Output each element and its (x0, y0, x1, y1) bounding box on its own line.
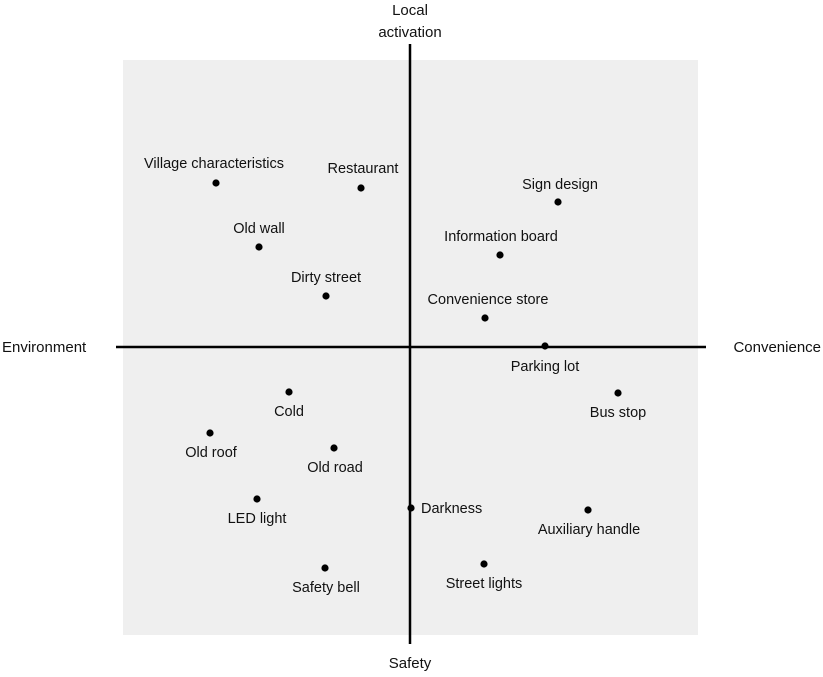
point-marker-village-characteristics (212, 179, 220, 187)
point-label-dirty-street: Dirty street (291, 270, 361, 286)
point-label-auxiliary-handle: Auxiliary handle (538, 522, 640, 538)
axis-label-bottom: Safety (389, 655, 432, 672)
points-layer: Village characteristics Restaurant Sign de… (144, 156, 646, 596)
point-information-board: Information board (444, 229, 558, 259)
point-label-sign-design: Sign design (522, 177, 598, 193)
point-label-led-light: LED light (228, 511, 287, 527)
point-marker-darkness (407, 504, 415, 512)
point-label-bus-stop: Bus stop (590, 405, 646, 421)
point-marker-bus-stop (614, 389, 622, 397)
point-label-street-lights: Street lights (446, 576, 523, 592)
axis-label-right: Convenience (733, 339, 821, 356)
point-label-old-road: Old road (307, 460, 363, 476)
point-sign-design: Sign design (522, 177, 598, 206)
point-marker-old-roof (206, 429, 214, 437)
point-marker-auxiliary-handle (584, 506, 592, 514)
point-label-information-board: Information board (444, 229, 558, 245)
point-label-village-characteristics: Village characteristics (144, 156, 284, 172)
axis-label-top-line1: Local (392, 2, 428, 19)
point-restaurant: Restaurant (328, 161, 399, 192)
point-marker-old-wall (255, 243, 263, 251)
point-marker-safety-bell (321, 564, 329, 572)
point-marker-dirty-street (322, 292, 330, 300)
point-label-cold: Cold (274, 404, 304, 420)
point-marker-led-light (253, 495, 261, 503)
point-label-safety-bell: Safety bell (292, 580, 360, 596)
point-convenience-store: Convenience store (428, 292, 549, 322)
point-label-restaurant: Restaurant (328, 161, 399, 177)
point-marker-sign-design (554, 198, 562, 206)
point-parking-lot: Parking lot (511, 342, 580, 375)
point-label-darkness: Darkness (421, 501, 482, 517)
point-label-parking-lot: Parking lot (511, 359, 580, 375)
point-auxiliary-handle: Auxiliary handle (538, 506, 640, 538)
point-street-lights: Street lights (446, 560, 523, 592)
point-marker-information-board (496, 251, 504, 259)
point-darkness: Darkness (407, 501, 482, 517)
point-label-convenience-store: Convenience store (428, 292, 549, 308)
point-label-old-roof: Old roof (185, 445, 238, 461)
point-village-characteristics: Village characteristics (144, 156, 284, 187)
point-old-road: Old road (307, 444, 363, 476)
axis-label-top-line2: activation (378, 24, 441, 41)
point-bus-stop: Bus stop (590, 389, 646, 421)
point-marker-convenience-store (481, 314, 489, 322)
point-safety-bell: Safety bell (292, 564, 360, 596)
point-old-roof: Old roof (185, 429, 238, 461)
point-label-old-wall: Old wall (233, 221, 285, 237)
point-marker-parking-lot (541, 342, 549, 350)
point-marker-restaurant (357, 184, 365, 192)
point-dirty-street: Dirty street (291, 270, 361, 300)
point-marker-old-road (330, 444, 338, 452)
point-led-light: LED light (228, 495, 287, 527)
point-old-wall: Old wall (233, 221, 285, 251)
point-cold: Cold (274, 388, 304, 420)
axis-label-left: Environment (2, 339, 87, 356)
point-marker-street-lights (480, 560, 488, 568)
point-marker-cold (285, 388, 293, 396)
